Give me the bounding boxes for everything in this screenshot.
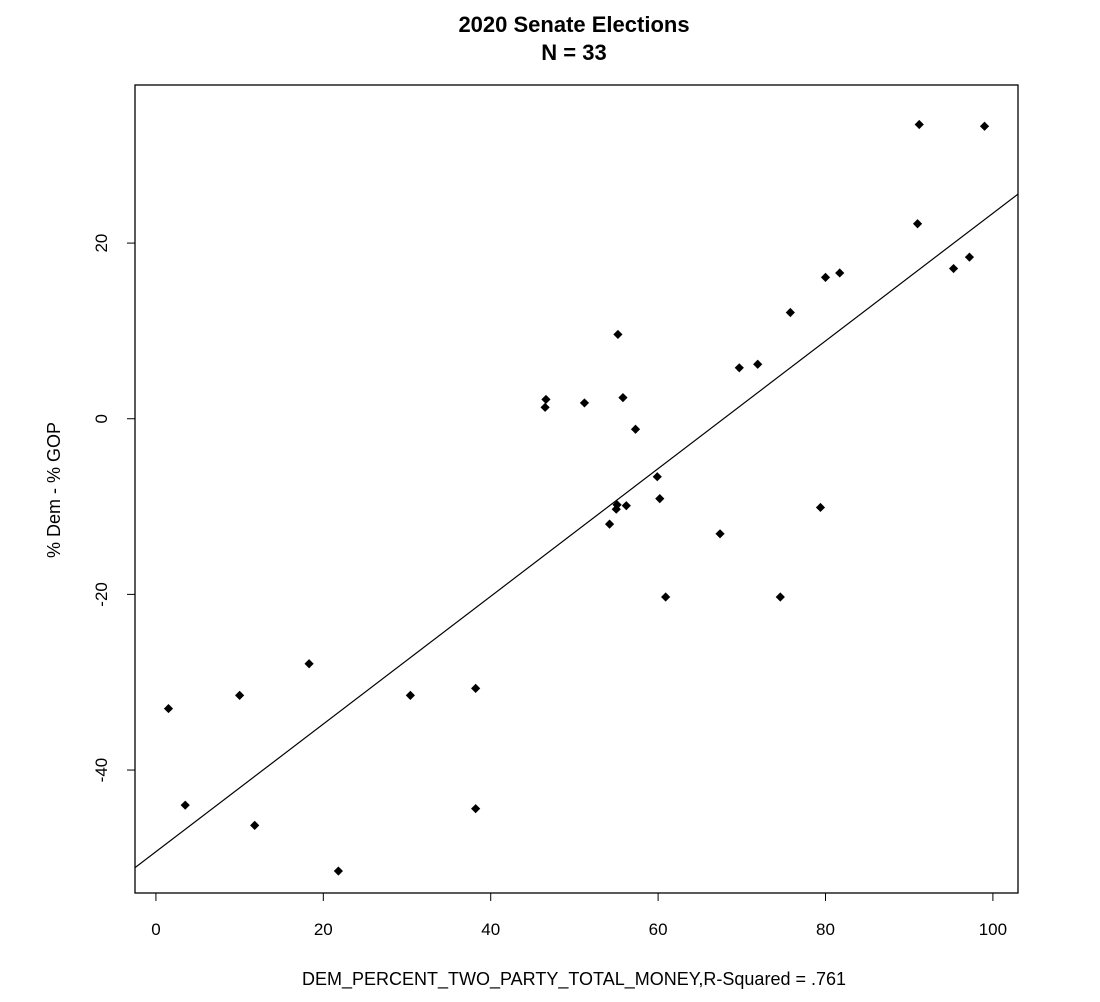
data-point [304,659,314,669]
data-point [912,219,923,229]
y-tick-label: 20 [92,234,111,253]
plot-frame [134,84,1019,894]
data-point [775,592,785,602]
data-point [612,500,622,510]
data-point [621,501,631,511]
data-point [579,398,590,408]
data-point [163,703,174,714]
x-tick-label: 60 [649,920,668,939]
data-point [630,424,641,434]
data-point [652,472,662,482]
data-point [753,359,763,369]
x-tick-label: 80 [816,920,835,939]
data-point [785,307,795,318]
data-point [948,263,959,274]
data-point [979,121,990,131]
data-point [540,402,550,412]
data-point [541,394,551,405]
chart-title: 2020 Senate Elections [458,12,689,37]
y-tick-label: 0 [92,414,111,423]
data-point [611,504,621,514]
regression-line [135,193,1018,869]
data-point [655,494,665,504]
chart-subtitle: N = 33 [541,40,606,65]
data-point [405,690,415,700]
data-point [471,804,481,814]
data-point [471,683,481,693]
x-tick-label: 100 [979,920,1007,939]
data-point [618,393,628,403]
y-tick-label: -40 [92,758,111,783]
x-tick-label: 40 [481,920,500,939]
data-point [235,690,245,700]
data-point [250,820,260,830]
data-point [180,800,190,810]
y-axis-label: % Dem - % GOP [44,422,64,558]
data-point [835,268,845,278]
data-point [604,519,615,529]
y-tick-label: -20 [92,582,111,607]
x-axis-label: DEM_PERCENT_TWO_PARTY_TOTAL_MONEY,R-Squa… [302,969,846,990]
data-point [964,252,975,262]
plot-area: 0 20 40 60 80 100 -40 -20 0 20 [92,84,1019,939]
x-tick-label: 20 [314,920,333,939]
data-point [820,272,831,282]
data-point [613,329,623,340]
data-point [715,529,725,539]
data-point [661,592,671,602]
data-point [914,119,924,130]
data-point [734,363,744,373]
data-point [333,866,343,876]
data-point [815,502,826,513]
x-tick-label: 0 [151,920,160,939]
